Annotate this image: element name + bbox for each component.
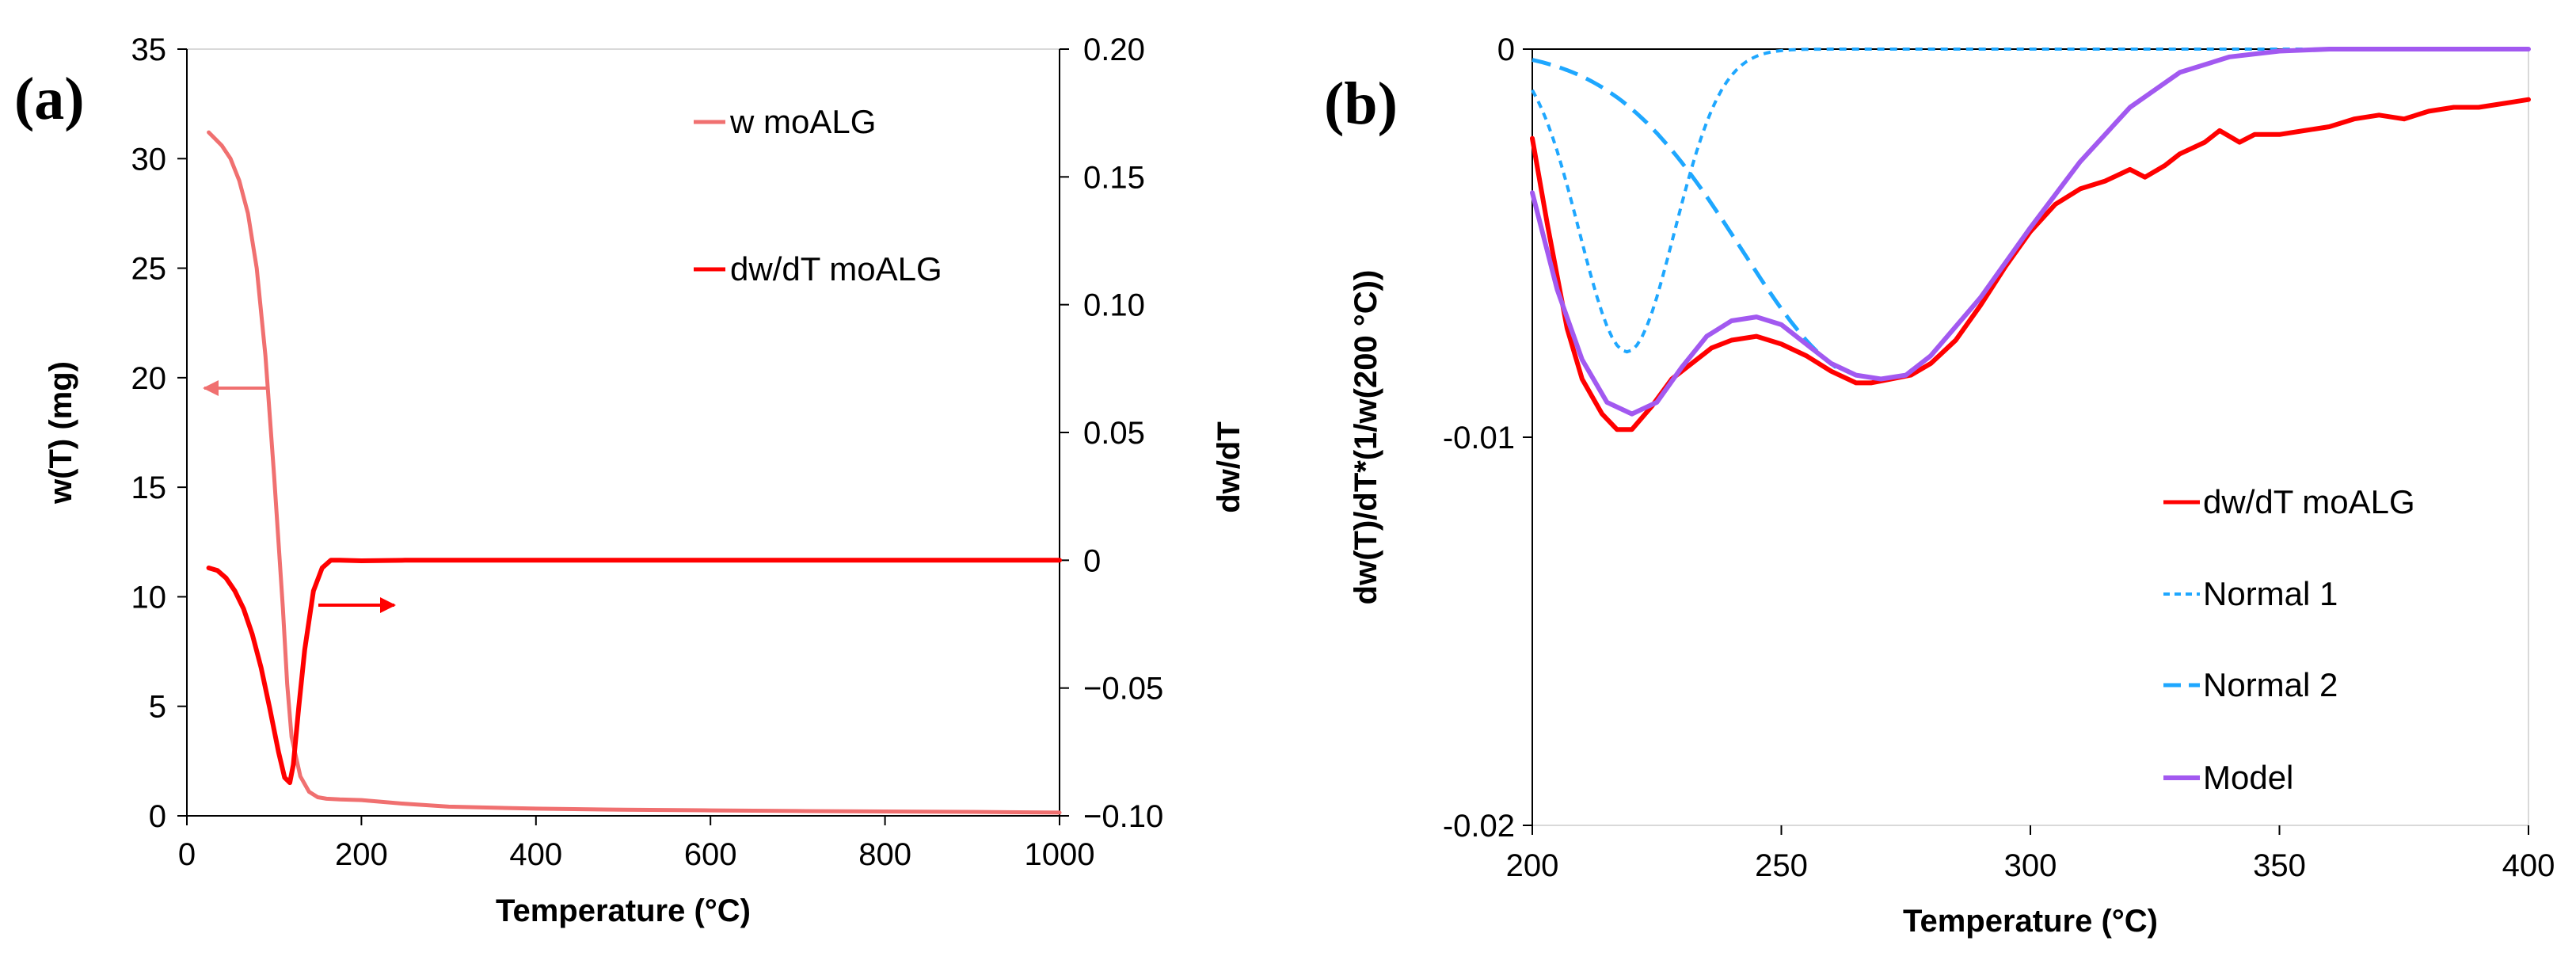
- panel-a-y-ticks: 0 5 10 15 20 25 30 35: [131, 32, 187, 834]
- panel-a-y-axis-label: w(T) (mg): [44, 361, 78, 505]
- y-tick-label: 0: [1497, 32, 1515, 67]
- y-tick-label: 35: [131, 32, 167, 67]
- x-tick-label: 600: [684, 837, 737, 872]
- y2-tick-label: −0.05: [1083, 672, 1163, 707]
- panel-b-legend: dw/dT moALG Normal 1 Normal 2 Model: [2163, 483, 2415, 796]
- panel-b: (b) 200 250 300 350 400 -0.02 -0.01 0 dw/dT mo…: [1324, 32, 2555, 939]
- series-line-normal-1: [1531, 48, 2528, 354]
- y2-tick-label: 0.05: [1083, 416, 1145, 451]
- panel-a: (a) 0 200 400 600 800 1000 0 5 10 15 20 25 30 35 −0.…: [14, 32, 1246, 928]
- legend-model-label: Model: [2203, 759, 2293, 796]
- y2-tick-label: 0.20: [1083, 32, 1145, 67]
- y-tick-label: 30: [131, 142, 167, 177]
- panel-b-series: [1530, 47, 2531, 432]
- panel-b-y-ticks: -0.02 -0.01 0: [1443, 32, 1532, 844]
- x-tick-label: 0: [178, 837, 196, 872]
- legend-w-moalg-label: w moALG: [729, 103, 876, 140]
- panel-a-series: [206, 130, 1062, 815]
- series-line-model: [1530, 47, 2531, 417]
- legend-dwdt-moalg-label: dw/dT moALG: [730, 250, 942, 288]
- x-tick-label: 200: [335, 837, 388, 872]
- x-tick-label: 400: [509, 837, 562, 872]
- x-tick-label: 1000: [1025, 837, 1095, 872]
- x-tick-label: 400: [2502, 848, 2555, 883]
- y2-tick-label: −0.10: [1083, 799, 1163, 834]
- panel-a-axes: [186, 48, 1060, 817]
- panel-a-x-ticks: 0 200 400 600 800 1000: [178, 816, 1095, 872]
- y-tick-label: 20: [131, 361, 167, 396]
- panel-b-label: (b): [1324, 70, 1398, 137]
- series-line-w-moalg: [207, 130, 1062, 815]
- y-tick-label: 0: [149, 799, 166, 834]
- x-tick-label: 250: [1755, 848, 1808, 883]
- legend-b-dwdt-label: dw/dT moALG: [2203, 483, 2415, 520]
- series-line-dw-dt-moalg: [206, 558, 1062, 786]
- x-tick-label: 200: [1506, 848, 1559, 883]
- y-tick-label: -0.02: [1443, 809, 1515, 844]
- y2-tick-label: 0.10: [1083, 288, 1145, 323]
- panel-a-y2-ticks: −0.10 −0.05 0 0.05 0.10 0.15 0.20: [1060, 32, 1163, 834]
- y2-tick-label: 0.15: [1083, 160, 1145, 195]
- panel-b-y-axis-label: dw(T)/dT*(1/w(200 °C)): [1349, 270, 1383, 605]
- legend-normal1-label: Normal 1: [2203, 575, 2338, 612]
- y-tick-label: 25: [131, 252, 167, 287]
- panel-a-label: (a): [14, 66, 85, 132]
- series-line-normal-2: [1532, 58, 1838, 369]
- y-tick-label: 5: [149, 690, 166, 725]
- panel-a-y2-axis-label: dw/dT: [1212, 421, 1246, 513]
- panel-b-x-ticks: 200 250 300 350 400: [1506, 825, 2555, 883]
- y-tick-label: 10: [131, 580, 167, 615]
- panel-a-x-axis-label: Temperature (°C): [496, 893, 751, 928]
- x-tick-label: 350: [2253, 848, 2306, 883]
- x-tick-label: 300: [2004, 848, 2057, 883]
- x-tick-label: 800: [858, 837, 911, 872]
- y2-tick-label: 0: [1083, 543, 1101, 578]
- y-tick-label: 15: [131, 470, 167, 505]
- series-line-dw-dt-moalg: [1530, 97, 2531, 432]
- legend-normal2-label: Normal 2: [2203, 666, 2338, 703]
- panel-a-legend: w moALG dw/dT moALG: [694, 103, 942, 288]
- y-tick-label: -0.01: [1443, 421, 1515, 455]
- panel-b-x-axis-label: Temperature (°C): [1903, 904, 2158, 939]
